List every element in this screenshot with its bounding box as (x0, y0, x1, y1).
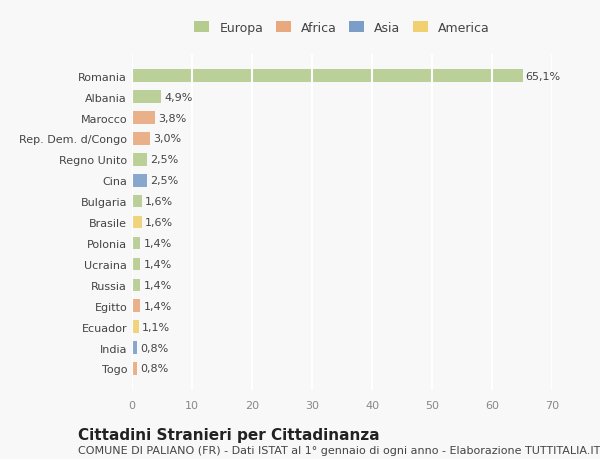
Bar (132, 321, 139, 333)
Text: 4,9%: 4,9% (164, 92, 193, 102)
Bar (132, 300, 140, 312)
Bar (132, 258, 140, 271)
Text: 2,5%: 2,5% (150, 176, 178, 186)
Bar (132, 154, 147, 166)
Text: 1,4%: 1,4% (143, 301, 172, 311)
Text: 3,8%: 3,8% (158, 113, 186, 123)
Bar (132, 363, 137, 375)
Bar (132, 237, 140, 250)
Bar (132, 174, 147, 187)
Bar (132, 70, 523, 83)
Text: 2,5%: 2,5% (150, 155, 178, 165)
Text: 0,8%: 0,8% (140, 343, 168, 353)
Bar (132, 133, 150, 146)
Bar (132, 279, 140, 291)
Text: 1,1%: 1,1% (142, 322, 170, 332)
Text: 1,4%: 1,4% (143, 259, 172, 269)
Bar (132, 112, 155, 124)
Bar (132, 216, 142, 229)
Bar (132, 196, 142, 208)
Text: 65,1%: 65,1% (526, 72, 561, 82)
Text: 1,4%: 1,4% (143, 239, 172, 248)
Bar (132, 91, 161, 104)
Legend: Europa, Africa, Asia, America: Europa, Africa, Asia, America (191, 18, 493, 38)
Text: 1,6%: 1,6% (145, 218, 173, 228)
Text: 0,8%: 0,8% (140, 364, 168, 374)
Text: Cittadini Stranieri per Cittadinanza: Cittadini Stranieri per Cittadinanza (78, 427, 380, 442)
Bar (132, 341, 137, 354)
Text: COMUNE DI PALIANO (FR) - Dati ISTAT al 1° gennaio di ogni anno - Elaborazione TU: COMUNE DI PALIANO (FR) - Dati ISTAT al 1… (78, 445, 600, 455)
Text: 1,4%: 1,4% (143, 280, 172, 290)
Text: 1,6%: 1,6% (145, 197, 173, 207)
Text: 3,0%: 3,0% (153, 134, 181, 144)
